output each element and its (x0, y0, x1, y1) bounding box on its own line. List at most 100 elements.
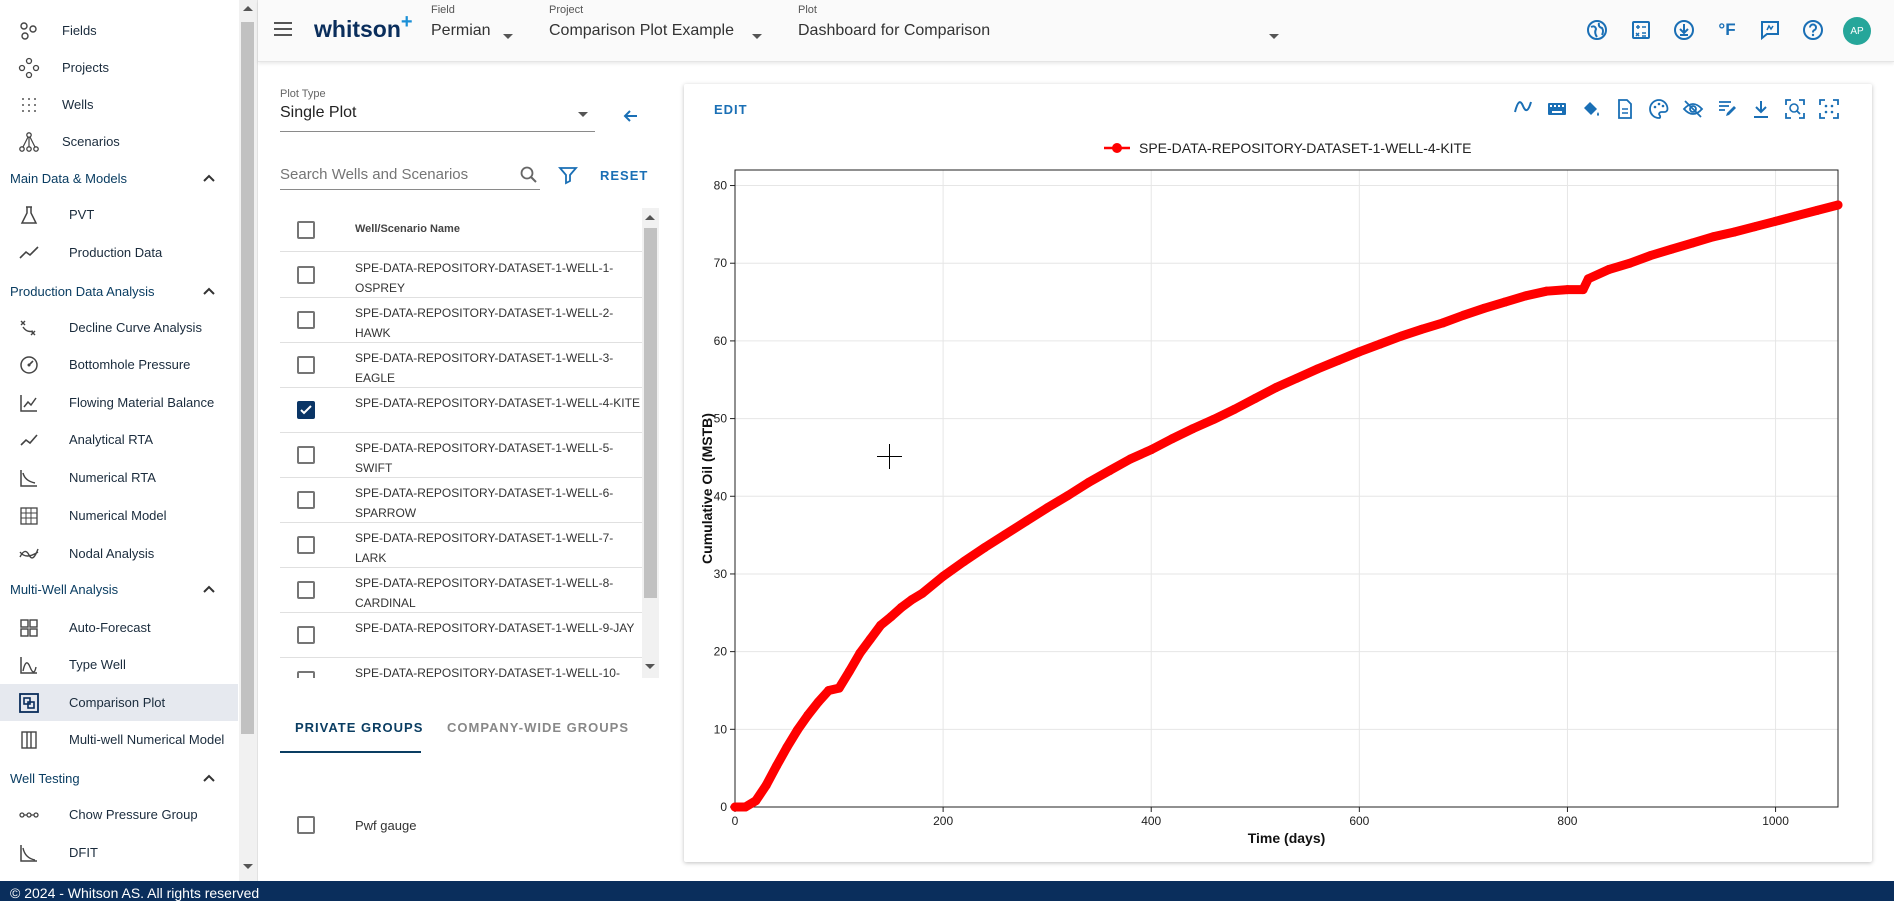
data-point[interactable] (834, 683, 844, 693)
chevron-up-icon[interactable] (202, 171, 216, 185)
sidebar-item-numerical-model[interactable]: Numerical Model (0, 497, 238, 534)
data-point[interactable] (772, 761, 782, 771)
plot-type-select[interactable]: Plot Type Single Plot (280, 88, 595, 132)
data-point[interactable] (1188, 424, 1198, 434)
data-point[interactable] (1708, 232, 1718, 242)
sidebar-item-production-data[interactable]: Production Data (0, 234, 238, 271)
data-point[interactable] (1417, 324, 1427, 334)
collapse-arrow-icon[interactable] (621, 106, 641, 126)
data-point[interactable] (1667, 244, 1677, 254)
data-point[interactable] (1578, 285, 1588, 295)
sidebar-item-decline-curve-analysis[interactable]: Decline Curve Analysis (0, 309, 238, 346)
row-checkbox[interactable] (297, 581, 315, 599)
row-checkbox[interactable] (297, 671, 315, 678)
data-point[interactable] (1209, 414, 1219, 424)
data-point[interactable] (1729, 227, 1739, 237)
table-row[interactable]: SPE-DATA-REPOSITORY-DATASET-1-WELL-7-LAR… (280, 523, 642, 568)
palette-icon[interactable] (1648, 98, 1670, 120)
sidebar-item-type-well[interactable]: Type Well (0, 646, 238, 683)
sidebar-scroll-thumb[interactable] (241, 22, 254, 734)
project-select[interactable]: Project Comparison Plot Example (549, 4, 769, 40)
sidebar-item-auto-forecast[interactable]: Auto-Forecast (0, 609, 238, 646)
sidebar-item-bottomhole-pressure[interactable]: Bottomhole Pressure (0, 346, 238, 383)
data-point[interactable] (1812, 205, 1822, 215)
zoom-fit-icon[interactable] (1784, 98, 1806, 120)
data-point[interactable] (1001, 529, 1011, 539)
data-point[interactable] (980, 543, 990, 553)
data-point[interactable] (1313, 364, 1323, 374)
sidebar-section-multi-well-analysis[interactable]: Multi-Well Analysis (0, 573, 238, 605)
data-point[interactable] (1562, 285, 1572, 295)
data-point[interactable] (1542, 286, 1552, 296)
table-row[interactable]: SPE-DATA-REPOSITORY-DATASET-1-WELL-10- (280, 658, 642, 678)
sidebar-item-scenarios[interactable]: Scenarios (0, 123, 238, 160)
curve-icon[interactable] (1512, 98, 1534, 120)
app-logo[interactable]: whitson+ (314, 11, 413, 43)
globe-icon[interactable] (1584, 17, 1610, 43)
data-point[interactable] (1375, 339, 1385, 349)
reset-button[interactable]: RESET (600, 168, 649, 183)
data-point[interactable] (1146, 445, 1156, 455)
data-point[interactable] (1771, 216, 1781, 226)
edit-note-icon[interactable] (1716, 98, 1738, 120)
data-point[interactable] (1500, 297, 1510, 307)
row-checkbox[interactable] (297, 446, 315, 464)
sidebar-scrollbar[interactable] (239, 0, 257, 881)
plot-select[interactable]: Plot Dashboard for Comparison (798, 4, 1279, 40)
sidebar-item-multi-well-numerical-model[interactable]: Multi-well Numerical Model (0, 721, 238, 758)
data-point[interactable] (751, 796, 761, 806)
feedback-icon[interactable] (1757, 17, 1783, 43)
data-point[interactable] (1125, 454, 1135, 464)
filter-icon[interactable] (558, 165, 578, 185)
data-point[interactable] (1604, 264, 1614, 274)
table-row[interactable]: SPE-DATA-REPOSITORY-DATASET-1-WELL-3-EAG… (280, 343, 642, 388)
data-point[interactable] (1021, 516, 1031, 526)
table-row[interactable]: SPE-DATA-REPOSITORY-DATASET-1-WELL-9-JAY (280, 613, 642, 658)
sidebar-item-pvt[interactable]: PVT (0, 196, 238, 233)
keyboard-icon[interactable] (1546, 98, 1568, 120)
data-point[interactable] (1354, 347, 1364, 357)
scroll-down-arrow-icon[interactable] (645, 664, 655, 669)
data-point[interactable] (865, 634, 875, 644)
tab-private-groups[interactable]: PRIVATE GROUPS (295, 720, 424, 735)
table-row[interactable]: SPE-DATA-REPOSITORY-DATASET-1-WELL-6-SPA… (280, 478, 642, 523)
data-point[interactable] (1292, 373, 1302, 383)
menu-icon[interactable] (274, 22, 292, 36)
sidebar-item-projects[interactable]: Projects (0, 49, 238, 86)
tab-company-wide-groups[interactable]: COMPANY-WIDE GROUPS (447, 720, 629, 735)
row-checkbox[interactable] (297, 356, 315, 374)
sidebar-item-analytical-rta[interactable]: Analytical RTA (0, 421, 238, 458)
sidebar-item-numerical-rta[interactable]: Numerical RTA (0, 459, 238, 496)
data-point[interactable] (1167, 434, 1177, 444)
download-circle-icon[interactable] (1671, 17, 1697, 43)
temperature-unit-icon[interactable]: °F (1718, 20, 1736, 39)
data-point[interactable] (1479, 303, 1489, 313)
calculator-icon[interactable] (1628, 17, 1654, 43)
data-point[interactable] (876, 620, 886, 630)
data-point[interactable] (824, 685, 834, 695)
data-point[interactable] (782, 742, 792, 752)
data-point[interactable] (803, 710, 813, 720)
scroll-up-arrow-icon[interactable] (243, 6, 253, 11)
table-row[interactable]: SPE-DATA-REPOSITORY-DATASET-1-WELL-8-CAR… (280, 568, 642, 613)
data-point[interactable] (907, 595, 917, 605)
row-checkbox[interactable] (297, 311, 315, 329)
data-point[interactable] (1791, 211, 1801, 221)
table-row[interactable]: SPE-DATA-REPOSITORY-DATASET-1-WELL-1-OSP… (280, 253, 642, 298)
data-point[interactable] (1063, 490, 1073, 500)
search-field[interactable] (280, 160, 540, 190)
row-checkbox[interactable] (297, 491, 315, 509)
sidebar-item-fields[interactable]: Fields (0, 12, 238, 49)
data-point[interactable] (1084, 477, 1094, 487)
sidebar-item-comparison-plot[interactable]: Comparison Plot (0, 684, 238, 721)
row-checkbox[interactable] (297, 626, 315, 644)
data-point[interactable] (886, 612, 896, 622)
table-row[interactable]: SPE-DATA-REPOSITORY-DATASET-1-WELL-5-SWI… (280, 433, 642, 478)
sidebar-item-chow-pressure-group[interactable]: Chow Pressure Group (0, 796, 238, 833)
data-point[interactable] (1105, 466, 1115, 476)
table-row[interactable]: SPE-DATA-REPOSITORY-DATASET-1-WELL-2-HAW… (280, 298, 642, 343)
sidebar-item-wells[interactable]: Wells (0, 86, 238, 123)
document-icon[interactable] (1614, 98, 1636, 120)
download-icon[interactable] (1750, 98, 1772, 120)
field-select[interactable]: Field Permian (431, 4, 571, 40)
